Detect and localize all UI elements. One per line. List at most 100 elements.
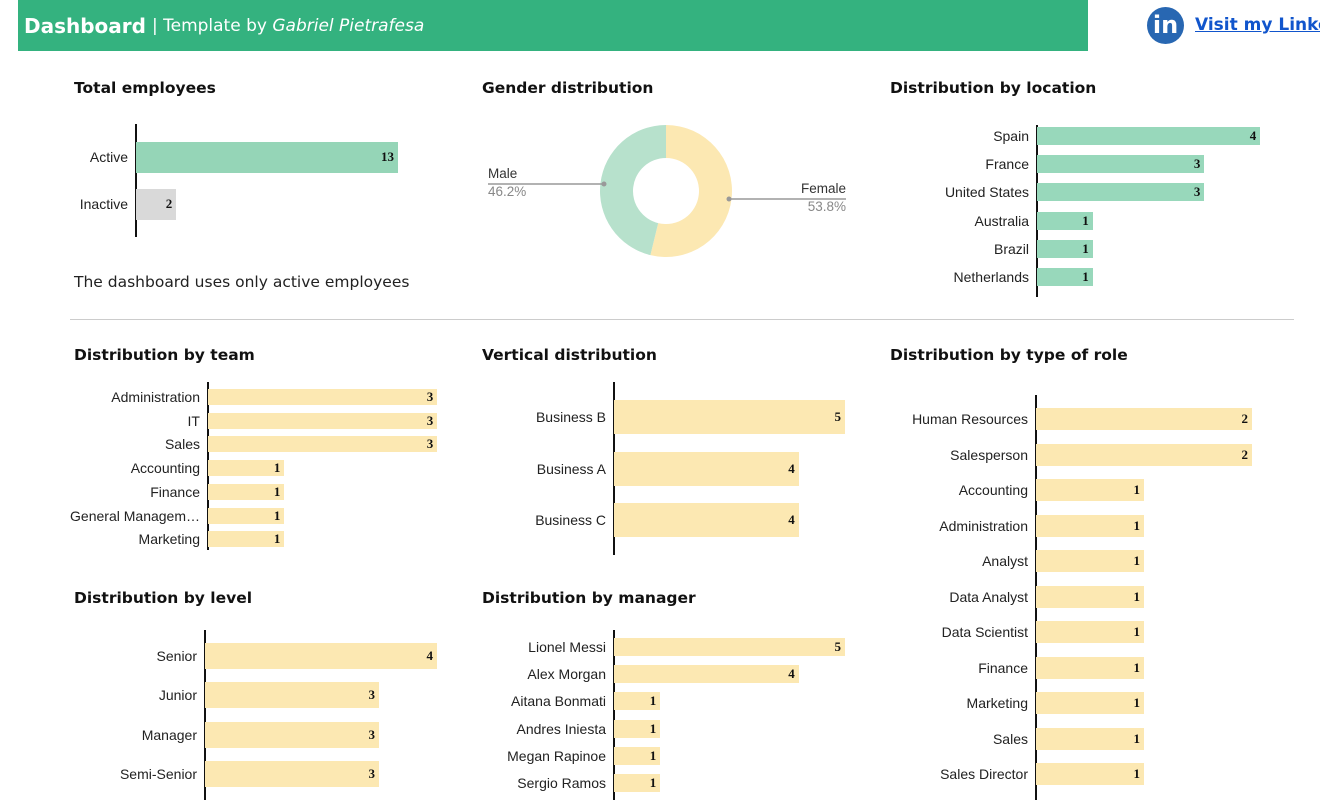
level-bar[interactable]: 3	[205, 682, 379, 709]
manager-category-label: Sergio Ramos	[517, 775, 606, 791]
author-name: Gabriel Pietrafesa	[272, 15, 425, 36]
level-bar[interactable]: 4	[205, 643, 437, 669]
level-chart-title: Distribution by level	[74, 589, 253, 607]
location-value-label: 1	[1082, 269, 1089, 284]
team-bar[interactable]: 3	[208, 436, 438, 453]
section-divider	[70, 319, 1294, 320]
location-bar[interactable]: 1	[1037, 239, 1093, 258]
role-bar[interactable]: 1	[1036, 550, 1144, 572]
role-category-label: Salesperson	[950, 446, 1028, 463]
team-category-label: Finance	[150, 483, 200, 500]
role-bar[interactable]: 1	[1036, 621, 1144, 643]
role-axis	[1035, 395, 1037, 800]
male-slice[interactable]	[600, 125, 666, 256]
total-bar[interactable]: 2	[136, 188, 177, 220]
team-bar[interactable]: 1	[208, 483, 285, 500]
vertical-category-label: Business C	[535, 512, 606, 528]
role-value-label: 1	[1133, 588, 1141, 604]
vertical-value-label: 4	[788, 512, 795, 527]
level-axis	[204, 630, 206, 800]
role-bar[interactable]: 1	[1036, 727, 1144, 750]
vertical-chart-title: Vertical distribution	[482, 346, 657, 364]
team-axis	[207, 382, 209, 550]
role-category-label: Marketing	[966, 695, 1028, 711]
level-category-label: Senior	[156, 648, 197, 664]
location-category-label: France	[985, 156, 1029, 173]
role-category-label: Finance	[978, 659, 1028, 676]
role-value-label: 2	[1241, 411, 1249, 426]
team-value-label: 1	[273, 531, 281, 547]
location-bar[interactable]: 1	[1037, 211, 1093, 230]
role-value-label: 1	[1133, 553, 1141, 568]
role-category-label: Analyst	[982, 553, 1028, 569]
manager-bar[interactable]: 1	[614, 774, 661, 792]
manager-bar[interactable]: 1	[614, 692, 661, 711]
manager-value-label: 5	[834, 639, 842, 654]
manager-category-label: Lionel Messi	[528, 639, 606, 655]
role-category-label: Administration	[939, 517, 1028, 534]
role-bar[interactable]: 1	[1036, 514, 1144, 537]
role-bar[interactable]: 1	[1036, 692, 1144, 714]
role-bar[interactable]: 1	[1036, 479, 1144, 501]
team-category-label: General Managem…	[70, 507, 200, 524]
team-category-label: Administration	[111, 389, 200, 405]
total-value-label: 2	[165, 196, 173, 211]
location-bar[interactable]: 3	[1037, 155, 1205, 174]
team-bar[interactable]: 1	[208, 507, 285, 524]
total-bar[interactable]: 13	[136, 141, 398, 173]
vertical-value-label: 4	[788, 460, 795, 476]
manager-category-label: Aitana Bonmati	[511, 693, 606, 710]
vertical-bar[interactable]: 5	[614, 400, 845, 434]
level-value-label: 3	[368, 726, 376, 742]
vertical-value-label: 5	[834, 409, 842, 424]
dashboard-note: The dashboard uses only active employees	[74, 273, 410, 291]
location-bar[interactable]: 4	[1037, 127, 1261, 145]
location-value-label: 1	[1082, 240, 1089, 256]
total-value-label: 13	[380, 149, 394, 164]
role-value-label: 1	[1133, 695, 1141, 710]
role-bar[interactable]: 1	[1036, 656, 1144, 679]
manager-bar[interactable]: 1	[614, 719, 661, 738]
team-value-label: 3	[426, 389, 434, 404]
role-category-label: Sales	[992, 730, 1028, 747]
team-value-label: 1	[273, 483, 281, 499]
linkedin-icon[interactable]: in	[1147, 7, 1184, 44]
manager-bar[interactable]: 1	[614, 746, 661, 765]
linkedin-link[interactable]: Visit my Linked	[1195, 15, 1320, 35]
location-category-label: Australia	[974, 212, 1029, 229]
female-slice[interactable]	[650, 125, 733, 257]
vertical-bar[interactable]: 4	[614, 451, 799, 486]
location-bar[interactable]: 1	[1037, 268, 1093, 286]
manager-chart-title: Distribution by manager	[482, 589, 696, 607]
vertical-bar[interactable]: 4	[614, 503, 799, 537]
location-category-label: Spain	[993, 128, 1029, 144]
role-bar[interactable]: 2	[1036, 443, 1252, 466]
role-bar[interactable]: 1	[1036, 763, 1144, 785]
team-bar[interactable]: 3	[208, 412, 438, 429]
level-bar[interactable]: 3	[205, 721, 379, 748]
team-value-label: 3	[426, 436, 434, 452]
location-axis	[1036, 125, 1038, 297]
location-category-label: United States	[944, 184, 1029, 201]
level-bar[interactable]: 3	[205, 760, 379, 787]
team-bar[interactable]: 1	[208, 531, 285, 548]
role-value-label: 1	[1133, 482, 1141, 497]
level-value-label: 3	[368, 687, 376, 703]
manager-value-label: 4	[788, 666, 795, 682]
team-value-label: 1	[273, 460, 281, 476]
team-category-label: Sales	[164, 436, 200, 453]
team-category-label: IT	[187, 412, 200, 429]
subtitle-prefix: | Template by	[151, 15, 267, 36]
manager-bar[interactable]: 5	[614, 638, 845, 656]
role-category-label: Sales Director	[940, 766, 1028, 782]
team-bar[interactable]: 1	[208, 460, 285, 477]
level-category-label: Junior	[158, 687, 197, 704]
manager-value-label: 1	[649, 720, 657, 736]
role-bar[interactable]: 1	[1036, 585, 1144, 608]
team-bar[interactable]: 3	[208, 389, 438, 405]
team-category-label: Marketing	[138, 531, 200, 548]
location-bar[interactable]: 3	[1037, 183, 1205, 202]
role-bar[interactable]: 2	[1036, 408, 1252, 430]
location-value-label: 3	[1193, 156, 1201, 172]
manager-bar[interactable]: 4	[614, 665, 799, 684]
